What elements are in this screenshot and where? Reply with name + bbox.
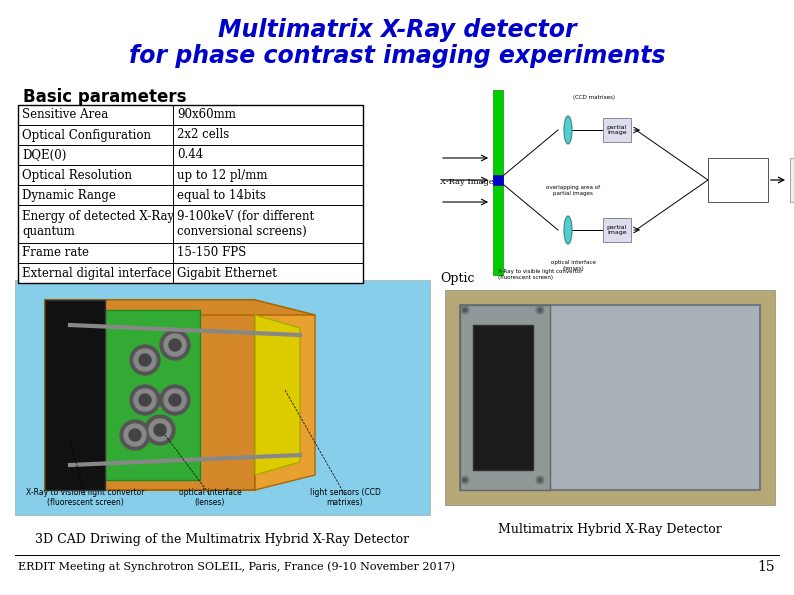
Circle shape [154,424,166,436]
Text: 3D CAD Driwing of the Multimatrix Hybrid X-Ray Detector: 3D CAD Driwing of the Multimatrix Hybrid… [36,533,410,546]
Text: for phase contrast imaging experiments: for phase contrast imaging experiments [129,44,665,68]
Text: Energy of detected X-Ray
quantum: Energy of detected X-Ray quantum [22,210,174,238]
Bar [603,118,631,142]
Text: DQE(0): DQE(0) [22,149,67,161]
Bar [473,325,533,470]
Text: Gigabit Ethernet: Gigabit Ethernet [177,267,277,280]
Text: overlapping area of
partial images: overlapping area of partial images [546,185,600,196]
Circle shape [160,330,190,360]
Text: optical interface
(lenses): optical interface (lenses) [550,260,596,271]
Circle shape [538,308,542,312]
Circle shape [169,339,181,351]
Circle shape [124,424,146,446]
Text: 2x2 cells: 2x2 cells [177,129,229,142]
Bar [45,300,105,490]
Text: Multimatrix Hybrid X-Ray Detector: Multimatrix Hybrid X-Ray Detector [498,523,722,536]
Ellipse shape [564,116,572,144]
Text: External digital interface: External digital interface [22,267,172,280]
Polygon shape [255,315,300,475]
Circle shape [164,389,186,411]
Text: up to 12 pl/mm: up to 12 pl/mm [177,168,268,181]
Text: optical interface
(lenses): optical interface (lenses) [179,487,241,507]
Circle shape [139,354,151,366]
Circle shape [130,345,160,375]
Ellipse shape [564,216,572,244]
Text: Optical Resolution: Optical Resolution [22,168,132,181]
Circle shape [536,306,544,314]
Bar [45,300,255,490]
Bar [493,175,503,185]
Bar [708,158,768,202]
Circle shape [139,394,151,406]
Text: (CCD matrixes): (CCD matrixes) [573,95,615,100]
Text: Basic parameters: Basic parameters [23,88,187,106]
Bar [18,105,363,283]
Polygon shape [255,300,315,490]
Text: Optic: Optic [440,272,475,285]
Text: Sensitive Area: Sensitive Area [22,108,108,121]
Bar [460,305,760,490]
Text: 15-150 FPS: 15-150 FPS [177,246,246,259]
Polygon shape [45,300,315,315]
Text: 90x60mm: 90x60mm [177,108,236,121]
Circle shape [130,385,160,415]
Text: restored image
in digital form: restored image in digital form [714,174,762,186]
Text: partial
image: partial image [607,124,627,136]
Text: Dynamic Range: Dynamic Range [22,189,116,202]
Text: Frame rate: Frame rate [22,246,89,259]
Text: 9-100keV (for different
conversional screens): 9-100keV (for different conversional scr… [177,210,314,238]
Circle shape [149,419,171,441]
Bar [460,305,550,490]
Circle shape [164,334,186,356]
Circle shape [160,385,190,415]
Text: Optical Configuration: Optical Configuration [22,129,151,142]
Text: ERDIT Meeting at Synchrotron SOLEIL, Paris, France (9-10 November 2017): ERDIT Meeting at Synchrotron SOLEIL, Par… [18,562,455,572]
Text: partial
image: partial image [607,224,627,236]
Circle shape [536,476,544,484]
Bar [603,218,631,242]
Bar [70,310,200,480]
Circle shape [461,476,469,484]
Circle shape [129,429,141,441]
Bar [445,290,775,505]
Circle shape [461,306,469,314]
Circle shape [538,478,542,482]
Circle shape [134,389,156,411]
Bar [493,90,503,275]
Bar [15,280,430,515]
Text: X-Ray Image: X-Ray Image [440,178,494,186]
Circle shape [134,349,156,371]
Text: X-Ray to visible light convertor
(fluorescent screen): X-Ray to visible light convertor (fluore… [498,269,583,280]
Text: light sensors (CCD
matrixes): light sensors (CCD matrixes) [310,487,380,507]
Circle shape [169,394,181,406]
Text: 0.44: 0.44 [177,149,203,161]
Circle shape [463,478,467,482]
Text: 15: 15 [757,560,775,574]
Circle shape [145,415,175,445]
Bar [790,158,794,202]
Text: equal to 14bits: equal to 14bits [177,189,266,202]
Circle shape [463,308,467,312]
Bar [438,85,788,285]
Text: Multimatrix X-Ray detector: Multimatrix X-Ray detector [218,18,576,42]
Circle shape [120,420,150,450]
Text: X-Ray to visible light convertor
(fluorescent screen): X-Ray to visible light convertor (fluore… [25,487,145,507]
